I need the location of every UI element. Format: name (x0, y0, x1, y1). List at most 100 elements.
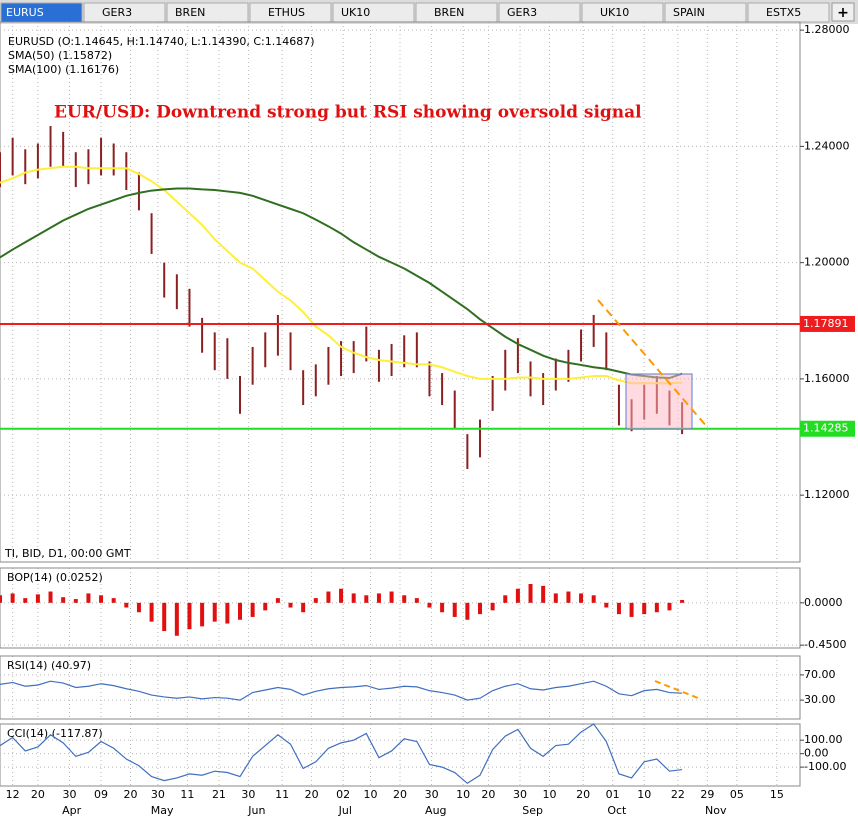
y-tick-label: 0.00 (804, 747, 829, 760)
rsi-trend-line (654, 680, 699, 699)
indicator-line (0, 723, 683, 785)
bop-bar (187, 602, 192, 630)
tab-label[interactable]: BREN (175, 6, 205, 19)
bop-bar (136, 602, 141, 613)
legend-entry: SMA(50) (1.15872) (8, 49, 112, 62)
x-tick-label: 01 (606, 788, 620, 801)
panel-frame (0, 655, 801, 720)
tab-label[interactable]: GER3 (507, 6, 537, 19)
x-tick-label: 20 (576, 788, 590, 801)
y-tick-label: 100.00 (804, 733, 843, 746)
bop-bar (376, 593, 381, 603)
bop-bar (313, 598, 318, 603)
tab-label[interactable]: UK10 (600, 6, 629, 19)
level-price-label: 1.14285 (803, 422, 849, 435)
bop-bar (414, 598, 419, 603)
panel-frame (0, 21, 801, 563)
bop-bar (275, 598, 280, 603)
bop-bar (174, 602, 179, 636)
indicator-title: RSI(14) (40.97) (7, 659, 91, 672)
indicator-line (0, 680, 683, 701)
x-tick-label: 10 (364, 788, 378, 801)
bop-bar (440, 602, 445, 613)
sma-line (0, 187, 683, 380)
bop-bar (389, 591, 394, 603)
bop-bar (339, 588, 344, 603)
x-tick-label: 02 (336, 788, 350, 801)
y-tick-label: 30.00 (804, 693, 836, 706)
tab-label[interactable]: EURUS (6, 6, 44, 19)
bop-bar (149, 602, 154, 622)
tab-label[interactable]: ETHUS (268, 6, 305, 19)
x-tick-label: 30 (241, 788, 255, 801)
x-tick-label: 20 (124, 788, 138, 801)
bop-bar (73, 599, 78, 603)
bop-bar (35, 594, 40, 603)
bop-bar (10, 593, 15, 603)
bop-bar (654, 602, 659, 613)
x-tick-label: 20 (481, 788, 495, 801)
bop-bar (301, 602, 306, 613)
tab-label[interactable]: BREN (434, 6, 464, 19)
x-tick-label: 30 (151, 788, 165, 801)
month-label: Nov (705, 804, 727, 817)
bop-bar (680, 600, 685, 603)
level-price-box (800, 420, 855, 437)
bop-bar (326, 591, 331, 603)
x-tick-label: 30 (62, 788, 76, 801)
y-tick-label: 1.20000 (804, 256, 850, 269)
trend-line (597, 299, 709, 429)
panel-frame (0, 723, 801, 787)
y-tick-label: -0.4500 (804, 638, 846, 651)
x-tick-label: 10 (456, 788, 470, 801)
x-tick-label: 10 (542, 788, 556, 801)
y-tick-label: 0.0000 (804, 596, 843, 609)
bop-bar (225, 602, 230, 624)
y-tick-label: 70.00 (804, 668, 836, 681)
x-tick-label: 05 (730, 788, 744, 801)
tab-label[interactable]: SPAIN (673, 6, 705, 19)
bop-bar (503, 595, 508, 603)
y-tick-label: 1.16000 (804, 372, 850, 385)
instrument-info: EURUSD (O:1.14645, H:1.14740, L:1.14390,… (8, 35, 315, 48)
tab-label[interactable]: ESTX5 (766, 6, 801, 19)
bop-bar (23, 598, 28, 603)
x-tick-label: 22 (671, 788, 685, 801)
bop-bar (124, 602, 129, 608)
month-label: Jul (338, 804, 352, 817)
bop-bar (212, 602, 217, 622)
bop-bar (427, 602, 432, 608)
month-label: Jun (247, 804, 265, 817)
bop-bar (48, 591, 53, 603)
tab-label[interactable]: UK10 (341, 6, 370, 19)
x-tick-label: 15 (770, 788, 784, 801)
panel-frame (0, 567, 801, 649)
bop-bar (579, 593, 584, 603)
bop-bar (288, 602, 293, 608)
sma-line (0, 165, 683, 385)
add-tab-label[interactable]: + (837, 5, 849, 21)
month-label: Oct (607, 804, 627, 817)
bop-bar (629, 602, 634, 617)
tab-label[interactable]: GER3 (102, 6, 132, 19)
bop-bar (250, 602, 255, 617)
bop-bar (604, 602, 609, 608)
bop-bar (111, 598, 116, 603)
month-label: Aug (425, 804, 446, 817)
y-tick-label: 1.12000 (804, 488, 850, 501)
add-tab-button[interactable] (831, 2, 855, 22)
x-tick-label: 11 (180, 788, 194, 801)
x-tick-label: 11 (275, 788, 289, 801)
indicator-title: BOP(14) (0.0252) (7, 571, 103, 584)
x-tick-label: 10 (637, 788, 651, 801)
chart-title: EUR/USD: Downtrend strong but RSI showin… (54, 103, 642, 123)
indicator-title: CCI(14) (-117.87) (7, 727, 103, 740)
x-tick-label: 21 (212, 788, 226, 801)
bop-bar (667, 602, 672, 611)
bop-bar (0, 595, 2, 603)
bop-bar (200, 602, 205, 627)
bop-bar (616, 602, 621, 615)
chart-footer: TI, BID, D1, 00:00 GMT (4, 547, 131, 560)
